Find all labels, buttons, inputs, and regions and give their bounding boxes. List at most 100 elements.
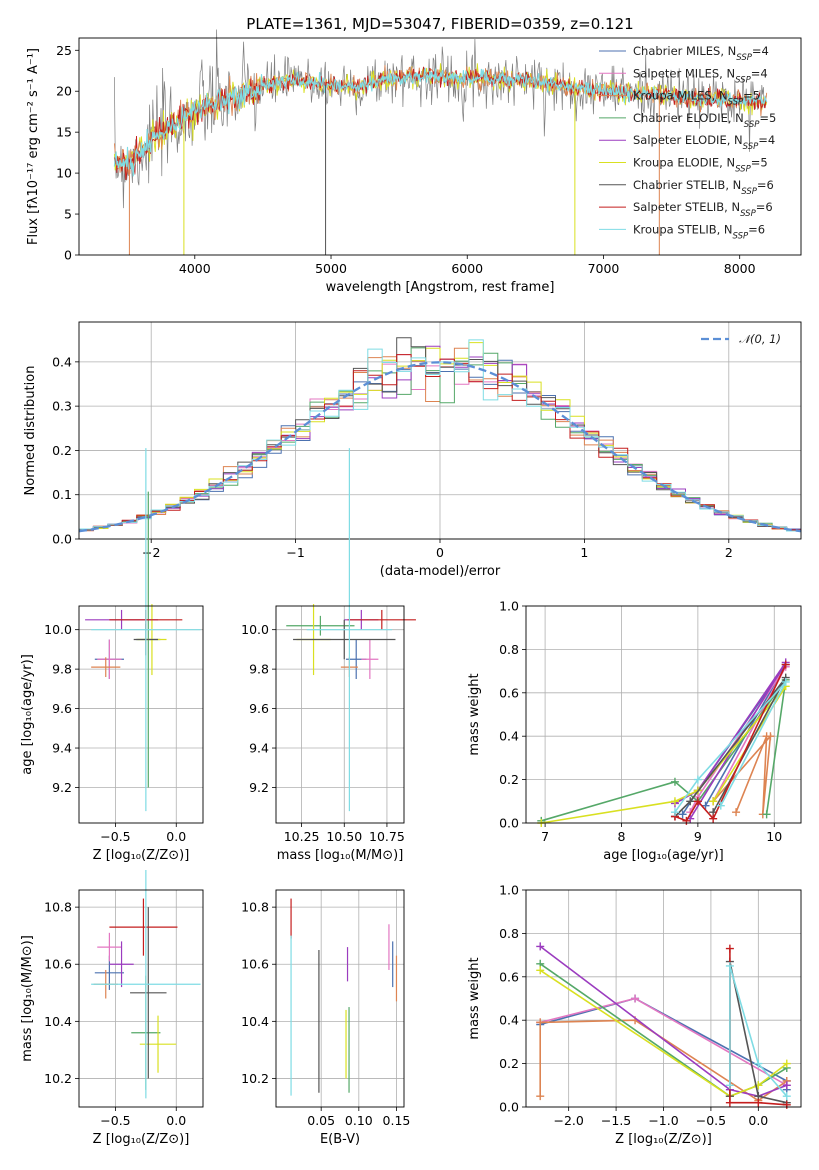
y-tick-label: 10.2 [241, 1071, 269, 1086]
weight-marker-kroupa-elodie [536, 966, 545, 975]
panel-spectrum: 4000 5000 6000 7000 8000 0 5 10 15 20 25 wavelength… [26, 29, 802, 295]
weight-marker-salpeter-stelib [725, 1098, 734, 1107]
x-tick-label: 9 [694, 829, 702, 844]
x-axis-label: wavelength [Angstrom, rest frame] [326, 280, 555, 295]
weight-line-salpeter-elodie [539, 945, 788, 1098]
axes-frame [78, 37, 802, 256]
weight-marker-chabrier-miles [701, 801, 710, 810]
plot-area [91, 870, 201, 1099]
panel-mass_vs_Z: −0.5 0.0 10.2 10.4 10.6 10.8 Z [log₁₀(Z/Z⊙)] ma… [20, 870, 204, 1147]
normal-curve [78, 361, 802, 533]
y-tick-label: 20 [56, 84, 72, 99]
plot-area [536, 942, 791, 1109]
weight-marker-salpeter-stelib [754, 1098, 763, 1107]
weight-marker-kroupa-stelib [781, 677, 790, 686]
x-axis-label: E(B-V) [320, 1132, 360, 1147]
weight-marker-chabrier-stelib [686, 797, 695, 806]
weight-line-kroupa-elodie [539, 969, 788, 1098]
hist-step-kroupa-elodie [79, 342, 801, 531]
x-tick-label: 4000 [179, 261, 211, 276]
x-tick-label: 7 [541, 829, 549, 844]
plot-area [537, 658, 790, 827]
spectrum-line-kroupa-stelib [113, 67, 768, 177]
x-tick-label: 10.75 [369, 829, 405, 844]
y-tick-label: 10.4 [241, 1014, 269, 1029]
y-tick-label: 9.2 [249, 780, 269, 795]
weight-marker-kroupa-miles [536, 1092, 545, 1101]
x-axis-label: Z [log₁₀(Z/Z⊙)] [93, 848, 190, 863]
x-tick-label: −2 [142, 545, 160, 560]
y-tick-label: 0.2 [499, 1056, 519, 1071]
y-tick-label: 25 [56, 43, 72, 58]
legend-label-normal: 𝒩(0, 1) [739, 332, 781, 346]
weight-marker-kroupa-elodie [670, 797, 679, 806]
weight-marker-kroupa-stelib [716, 801, 725, 810]
axes-frame [78, 605, 204, 824]
weight-line-chabrier-stelib [674, 677, 787, 818]
weight-marker-kroupa-miles [536, 1018, 545, 1027]
weight-marker-kroupa-elodie [709, 797, 718, 806]
y-tick-label: 9.6 [249, 701, 269, 716]
x-axis-label: mass [log₁₀(M/M⊙)] [277, 848, 404, 863]
panel-mass_vs_EBV: 0.05 0.10 0.15 10.2 10.4 10.6 10.8 E(B-V) [241, 889, 411, 1147]
plot-area [290, 898, 398, 1096]
weight-marker-kroupa-stelib [693, 775, 702, 784]
weight-marker-kroupa-stelib [725, 1081, 734, 1090]
x-tick-label: 0.15 [383, 1113, 411, 1128]
y-axis-label: Normed distribution [23, 366, 38, 496]
x-tick-label: −1.5 [601, 1113, 631, 1128]
weight-marker-chabrier-elodie [670, 777, 679, 786]
x-tick-label: 7000 [588, 261, 620, 276]
weight-marker-salpeter-elodie [536, 942, 545, 951]
y-axis-label: age [log₁₀(age/yr)] [20, 654, 35, 775]
spectrum-line-salpeter-stelib [113, 66, 768, 181]
y-tick-label: 0.4 [52, 354, 72, 369]
axes-frame [275, 605, 405, 824]
y-tick-label: 10.0 [241, 622, 269, 637]
y-tick-label: 15 [56, 125, 72, 140]
y-tick-label: 10.0 [44, 622, 72, 637]
y-tick-label: 0.6 [499, 685, 519, 700]
y-tick-label: 0.8 [499, 926, 519, 941]
panel-age_vs_Z: −0.5 0.0 9.2 9.4 9.6 9.8 10.0 Z [log₁₀(Z/Z⊙)] ag… [20, 448, 204, 863]
panel-weight_vs_age: 7 8 9 10 0.0 0.2 0.4 0.6 0.8 1.0 age [log₁₀(age/yr… [467, 599, 802, 863]
y-tick-label: 0.4 [499, 729, 519, 744]
x-axis-label: age [log₁₀(age/yr)] [603, 848, 724, 863]
weight-marker-salpeter-stelib [693, 797, 702, 806]
axes-frame [525, 889, 802, 1108]
x-tick-label: −0.5 [100, 1113, 130, 1128]
weight-marker-kroupa-stelib [725, 961, 734, 970]
x-tick-label: 0.0 [748, 1113, 768, 1128]
weight-marker-chabrier-miles [678, 810, 687, 819]
weight-marker-kroupa-stelib [670, 808, 679, 817]
y-tick-label: 10.6 [241, 957, 269, 972]
y-tick-label: 0.2 [52, 443, 72, 458]
y-tick-label: 0.2 [499, 772, 519, 787]
weight-marker-kroupa-miles [766, 732, 775, 741]
axes-frame [78, 321, 802, 540]
x-tick-label: 0 [436, 545, 444, 560]
axes-frame [78, 889, 204, 1108]
weight-line-kroupa-stelib [674, 681, 787, 813]
plot-area: 𝒩(0, 1) [78, 332, 802, 533]
x-tick-label: 10.50 [326, 829, 362, 844]
x-tick-label: 10.25 [284, 829, 320, 844]
axes-frame [525, 605, 802, 824]
spectrum-title: PLATE=1361, MJD=53047, FIBERID=0359, z=0… [246, 15, 633, 33]
panel-residuals: −2 −1 0 1 2 0.0 0.1 0.2 0.3 0.4 (data-model)/error… [23, 321, 802, 579]
y-tick-label: 1.0 [499, 883, 519, 898]
panel-weight_vs_Z: −2.0 −1.5 −1.0 −0.5 0.0 0.0 0.2 0.4 0.6 0.8 1.0 Z [… [467, 883, 802, 1147]
y-tick-label: 0 [64, 248, 72, 263]
plot-area [286, 448, 416, 812]
y-tick-label: 9.8 [249, 662, 269, 677]
weight-marker-salpeter-stelib [709, 814, 718, 823]
x-tick-label: 1 [580, 545, 588, 560]
weight-marker-salpeter-stelib [682, 816, 691, 825]
weight-marker-kroupa-stelib [782, 1092, 791, 1101]
y-tick-label: 9.2 [52, 780, 72, 795]
panel-age_vs_mass: 10.25 10.50 10.75 9.2 9.4 9.6 9.8 10.0 mass [log… [241, 448, 416, 863]
y-tick-label: 10.8 [44, 900, 72, 915]
y-tick-label: 0.0 [499, 1100, 519, 1115]
x-tick-label: 5000 [315, 261, 347, 276]
